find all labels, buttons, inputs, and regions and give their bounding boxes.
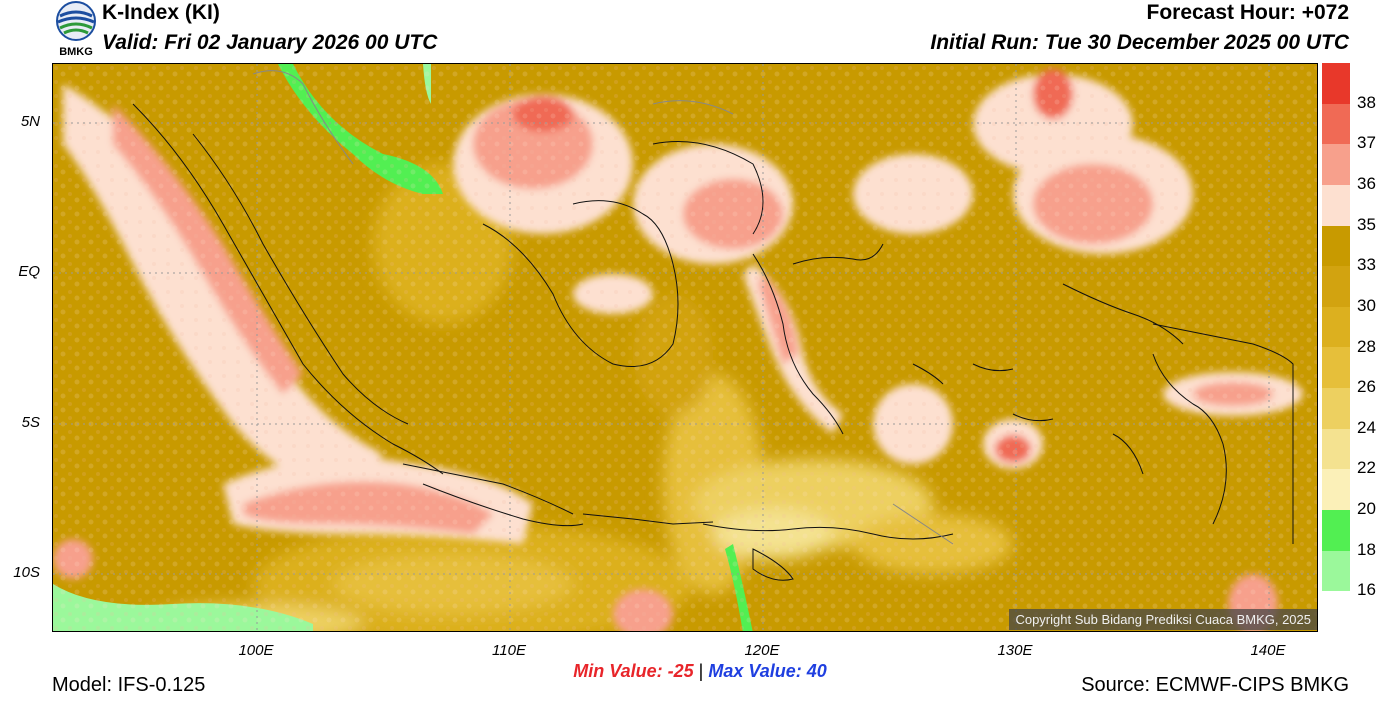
lat-label-10s: 10S — [13, 564, 40, 581]
colorbar-swatch — [1322, 347, 1350, 389]
colorbar-swatch — [1322, 63, 1350, 104]
colorbar-swatch — [1322, 225, 1350, 267]
map-canvas — [53, 64, 1317, 631]
max-value: Max Value: 40 — [708, 661, 827, 681]
logo-text: BMKG — [59, 46, 93, 58]
initial-run: Initial Run: Tue 30 December 2025 00 UTC — [930, 31, 1349, 54]
source-label: Source: ECMWF-CIPS BMKG — [1081, 674, 1349, 696]
lon-label-120e: 120E — [744, 642, 780, 659]
colorbar-tick-label: 16 — [1357, 580, 1376, 600]
colorbar-swatch — [1322, 428, 1350, 470]
lat-label-5n: 5N — [20, 113, 40, 130]
colorbar-tick-label: 20 — [1357, 499, 1376, 519]
valid-time: Valid: Fri 02 January 2026 00 UTC — [102, 31, 438, 54]
colorbar-swatch — [1322, 144, 1350, 185]
field-texture — [53, 64, 1317, 631]
lon-label-100e: 100E — [238, 642, 274, 659]
min-max-values: Min Value: -25 | Max Value: 40 — [0, 661, 1400, 682]
colorbar-swatch — [1322, 510, 1350, 551]
colorbar-tick-label: 18 — [1357, 539, 1376, 559]
lon-label-130e: 130E — [997, 642, 1033, 659]
colorbar-tick-label: 26 — [1357, 377, 1376, 397]
coastlines — [132, 103, 1294, 581]
lon-label-110e: 110E — [492, 642, 526, 659]
colorbar-swatch — [1322, 550, 1350, 592]
kindex-map — [52, 63, 1318, 632]
colorbar-swatch — [1322, 103, 1350, 145]
colorbar-tick-label: 30 — [1357, 295, 1376, 315]
model-label: Model: IFS-0.125 — [52, 674, 206, 696]
colorbar-swatch — [1322, 469, 1350, 511]
colorbar-tick-label: 35 — [1357, 214, 1376, 234]
bmkg-logo — [52, 0, 100, 60]
copyright-notice: Copyright Sub Bidang Prediksi Cuaca BMKG… — [1009, 609, 1317, 630]
colorbar-swatch — [1322, 591, 1350, 632]
colorbar-tick-label: 24 — [1357, 417, 1376, 437]
chart-title: K-Index (KI) — [102, 1, 220, 24]
colorbar-tick-label: 33 — [1357, 255, 1376, 275]
lon-label-140e: 140E — [1250, 642, 1286, 659]
borders — [252, 70, 954, 545]
colorbar-swatch — [1322, 184, 1350, 226]
colorbar-tick-label: 28 — [1357, 336, 1376, 356]
colorbar-tick-label: 37 — [1357, 133, 1376, 153]
colorbar-tick-label: 36 — [1357, 173, 1376, 193]
colorbar-swatch — [1322, 306, 1350, 348]
colorbar — [1322, 63, 1350, 632]
min-value: Min Value: -25 — [573, 661, 694, 681]
min-max-separator: | — [698, 661, 704, 681]
colorbar-tick-label: 22 — [1357, 458, 1376, 478]
colorbar-swatch — [1322, 388, 1350, 429]
graticule — [53, 64, 1317, 631]
lat-label-eq: EQ — [18, 263, 40, 280]
colorbar-swatch — [1322, 266, 1350, 307]
forecast-hour: Forecast Hour: +072 — [1146, 1, 1350, 24]
colorbar-tick-label: 38 — [1357, 92, 1376, 112]
lat-label-5s: 5S — [21, 414, 40, 431]
